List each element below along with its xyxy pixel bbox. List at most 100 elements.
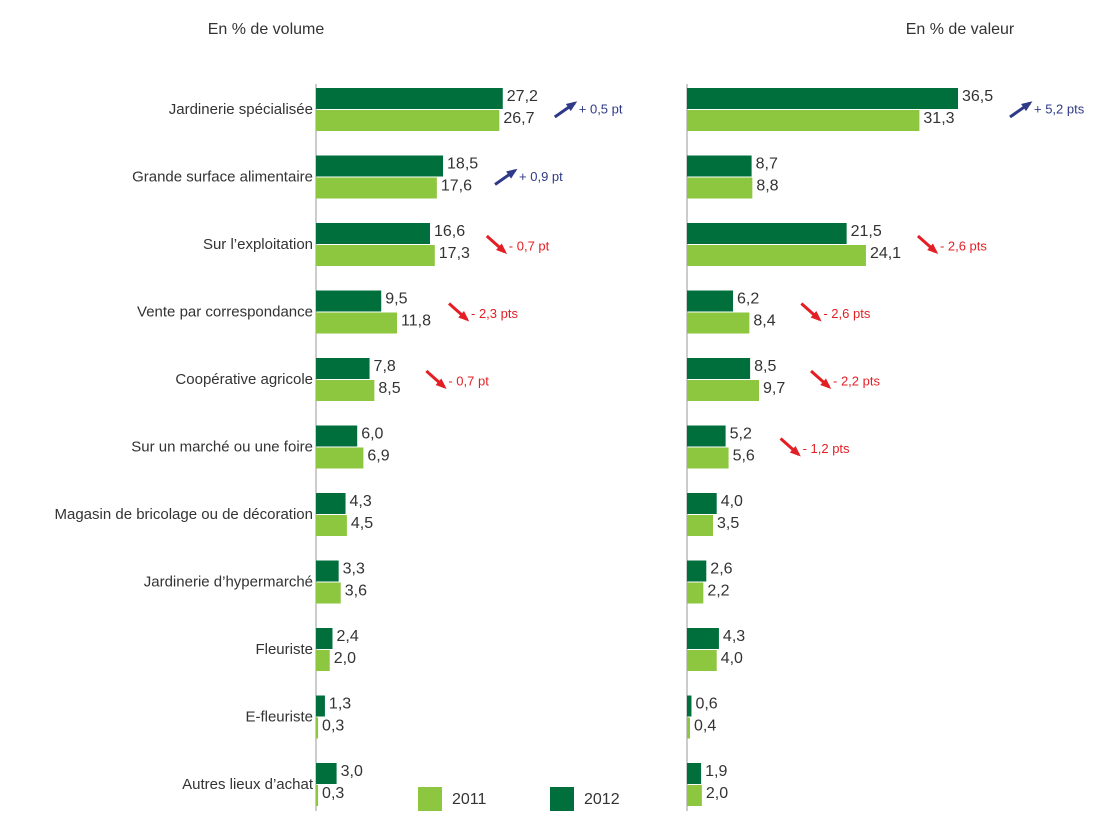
- bar: [316, 447, 364, 469]
- value-label: 0,4: [694, 718, 716, 735]
- bar: [687, 223, 847, 244]
- bar: [687, 245, 866, 266]
- category-label: Fleuriste: [255, 641, 313, 658]
- annotation: + 0,9 pt: [519, 169, 563, 184]
- bar: [316, 763, 337, 784]
- value-label: 31,3: [923, 110, 954, 127]
- bar: [687, 110, 920, 131]
- value-label: 2,6: [710, 561, 732, 578]
- annotation-arrowhead: [820, 378, 832, 389]
- annotation-arrowhead: [1021, 101, 1033, 112]
- bar: [687, 312, 750, 334]
- value-label: 0,3: [322, 718, 344, 735]
- value-label: 9,5: [385, 291, 407, 308]
- category-label: Jardinerie spécialisée: [169, 101, 313, 118]
- bar: [316, 628, 333, 649]
- annotation: + 5,2 pts: [1034, 101, 1085, 116]
- bar: [316, 155, 444, 177]
- value-label: 8,8: [756, 178, 778, 195]
- bar: [316, 425, 358, 447]
- bar: [316, 515, 347, 536]
- bar: [316, 177, 437, 199]
- value-label: 3,3: [343, 561, 365, 578]
- value-label: 11,8: [401, 313, 431, 330]
- bar: [316, 223, 430, 244]
- value-label: 24,1: [870, 245, 901, 262]
- bar: [316, 717, 319, 739]
- annotation: - 2,3 pts: [471, 306, 518, 321]
- annotation-arrowhead: [927, 243, 939, 254]
- value-label: 7,8: [374, 358, 396, 375]
- value-label: 9,7: [763, 380, 785, 397]
- bar: [687, 290, 734, 312]
- annotation: - 2,2 pts: [833, 373, 880, 388]
- bar: [687, 493, 717, 514]
- value-label: 36,5: [962, 88, 993, 105]
- value-label: 21,5: [851, 223, 882, 240]
- value-label: 4,0: [721, 650, 743, 667]
- chart-title: En % de volume: [208, 21, 325, 38]
- bar: [316, 88, 503, 109]
- bar: [687, 515, 713, 536]
- value-label: 17,3: [439, 245, 470, 262]
- chart-title: En % de valeur: [906, 21, 1015, 38]
- bar: [687, 695, 692, 717]
- value-label: 4,0: [721, 493, 743, 510]
- annotation: + 0,5 pt: [579, 101, 623, 116]
- legend-swatch: [550, 787, 574, 811]
- value-label: 6,2: [737, 291, 759, 308]
- value-label: 8,5: [754, 358, 776, 375]
- value-label: 3,6: [345, 583, 367, 600]
- value-label: 3,0: [341, 763, 363, 780]
- bar: [316, 312, 398, 334]
- value-label: 4,3: [350, 493, 372, 510]
- value-label: 6,0: [361, 426, 383, 443]
- bar: [316, 695, 325, 717]
- value-label: 6,9: [367, 448, 389, 465]
- value-label: 27,2: [507, 88, 538, 105]
- annotation: - 1,2 pts: [803, 441, 850, 456]
- bar: [687, 155, 752, 177]
- value-label: 8,4: [753, 313, 775, 330]
- bar: [687, 650, 717, 671]
- category-label: Autres lieux d’achat: [182, 776, 314, 793]
- bar: [687, 447, 729, 469]
- bar: [687, 358, 751, 379]
- category-label: Vente par correspondance: [137, 303, 313, 320]
- bar: [316, 785, 319, 806]
- value-label: 0,6: [695, 696, 717, 713]
- value-label: 1,3: [329, 696, 351, 713]
- value-label: 1,9: [705, 763, 727, 780]
- value-label: 2,2: [707, 583, 729, 600]
- value-label: 16,6: [434, 223, 465, 240]
- value-label: 26,7: [503, 110, 534, 127]
- bar: [687, 560, 707, 582]
- value-label: 8,5: [378, 380, 400, 397]
- bar: [687, 425, 726, 447]
- annotation-arrowhead: [496, 243, 508, 254]
- annotation: - 0,7 pt: [448, 373, 489, 388]
- legend-swatch: [418, 787, 442, 811]
- value-label: 0,3: [322, 785, 344, 802]
- bar: [316, 493, 346, 514]
- value-label: 5,2: [730, 426, 752, 443]
- legend-label: 2012: [584, 791, 620, 808]
- annotation-arrowhead: [789, 446, 801, 457]
- annotation: - 0,7 pt: [509, 238, 550, 253]
- annotation-arrowhead: [506, 168, 518, 179]
- category-label: Sur un marché ou une foire: [131, 438, 313, 455]
- annotation-arrowhead: [810, 311, 822, 322]
- annotation: - 2,6 pts: [823, 306, 870, 321]
- bar: [687, 177, 753, 199]
- bar: [316, 110, 500, 131]
- value-label: 4,5: [351, 515, 373, 532]
- value-label: 3,5: [717, 515, 739, 532]
- bar: [316, 358, 370, 379]
- value-label: 2,0: [706, 785, 728, 802]
- category-label: Grande surface alimentaire: [132, 168, 313, 185]
- category-label: Jardinerie d’hypermarché: [144, 573, 313, 590]
- annotation-arrowhead: [458, 311, 470, 322]
- value-label: 8,7: [756, 156, 778, 173]
- bar: [687, 582, 704, 604]
- value-label: 2,0: [334, 650, 356, 667]
